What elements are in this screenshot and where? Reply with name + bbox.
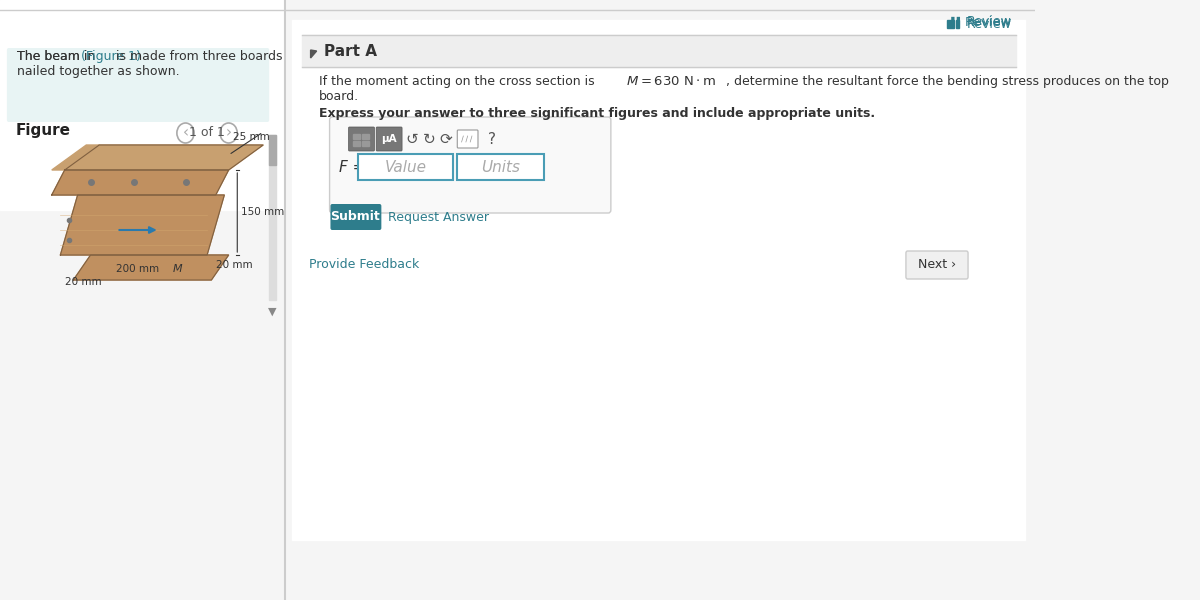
- Text: nailed together as shown.: nailed together as shown.: [17, 65, 180, 78]
- Text: ?: ?: [487, 131, 496, 146]
- FancyBboxPatch shape: [457, 154, 544, 180]
- Text: 150 mm: 150 mm: [241, 207, 284, 217]
- Polygon shape: [65, 145, 263, 170]
- Bar: [362, 141, 370, 146]
- FancyBboxPatch shape: [348, 127, 374, 151]
- Text: Units: Units: [481, 160, 520, 175]
- Text: 200 mm: 200 mm: [116, 264, 160, 274]
- Text: Part A: Part A: [324, 43, 378, 58]
- Bar: [0, 0, 284, 210]
- Bar: [269, 135, 276, 300]
- Text: μΑ: μΑ: [382, 134, 397, 144]
- Bar: [353, 134, 360, 139]
- Text: ↻: ↻: [422, 131, 436, 146]
- Bar: [353, 141, 360, 146]
- Text: Review: Review: [966, 15, 1012, 28]
- Text: $M = 630\ \mathrm{N \cdot m}$: $M = 630\ \mathrm{N \cdot m}$: [625, 75, 716, 88]
- Text: ▐▐: ▐▐: [947, 16, 960, 25]
- Text: The beam in: The beam in: [17, 50, 100, 63]
- Polygon shape: [60, 195, 224, 255]
- Text: F =: F =: [340, 160, 366, 175]
- Text: Review: Review: [966, 17, 1012, 31]
- Text: (Figure 1): (Figure 1): [82, 50, 140, 63]
- Text: , determine the resultant force the bending stress produces on the top: , determine the resultant force the bend…: [726, 75, 1169, 88]
- Text: ▼: ▼: [269, 307, 277, 317]
- FancyBboxPatch shape: [457, 130, 478, 148]
- Polygon shape: [52, 170, 229, 195]
- Text: Submit: Submit: [330, 211, 380, 223]
- Text: Request Answer: Request Answer: [389, 211, 490, 223]
- Text: ‹: ‹: [182, 125, 188, 140]
- Text: Provide Feedback: Provide Feedback: [308, 259, 419, 271]
- Polygon shape: [311, 50, 317, 58]
- Text: 20 mm: 20 mm: [65, 277, 101, 287]
- FancyBboxPatch shape: [906, 251, 968, 279]
- Text: ›: ›: [226, 125, 232, 140]
- Text: Figure: Figure: [16, 123, 71, 138]
- Polygon shape: [73, 255, 229, 280]
- Text: Review: Review: [965, 16, 1012, 29]
- Text: Value: Value: [384, 160, 426, 175]
- FancyBboxPatch shape: [358, 154, 452, 180]
- FancyBboxPatch shape: [7, 48, 269, 122]
- Text: If the moment acting on the cross section is: If the moment acting on the cross sectio…: [319, 75, 599, 88]
- Bar: [947, 20, 954, 28]
- Text: board.: board.: [319, 90, 359, 103]
- Polygon shape: [52, 145, 100, 170]
- Bar: [956, 20, 959, 28]
- Text: The beam in: The beam in: [17, 50, 100, 63]
- Bar: [362, 134, 370, 139]
- Bar: [302, 35, 1016, 67]
- Text: M: M: [173, 264, 182, 274]
- Text: is made from three boards: is made from three boards: [112, 50, 283, 63]
- Text: 20 mm: 20 mm: [216, 260, 252, 270]
- Text: ⟳: ⟳: [439, 131, 452, 146]
- Text: Express your answer to three significant figures and include appropriate units.: Express your answer to three significant…: [319, 107, 875, 120]
- Text: 25 mm: 25 mm: [233, 132, 270, 142]
- FancyBboxPatch shape: [330, 204, 382, 230]
- Text: ↺: ↺: [406, 131, 418, 146]
- FancyBboxPatch shape: [376, 127, 402, 151]
- Bar: [269, 135, 276, 165]
- Bar: [292, 20, 1025, 540]
- Text: 1 of 1: 1 of 1: [190, 127, 226, 139]
- FancyBboxPatch shape: [330, 117, 611, 213]
- Text: Next ›: Next ›: [918, 259, 956, 271]
